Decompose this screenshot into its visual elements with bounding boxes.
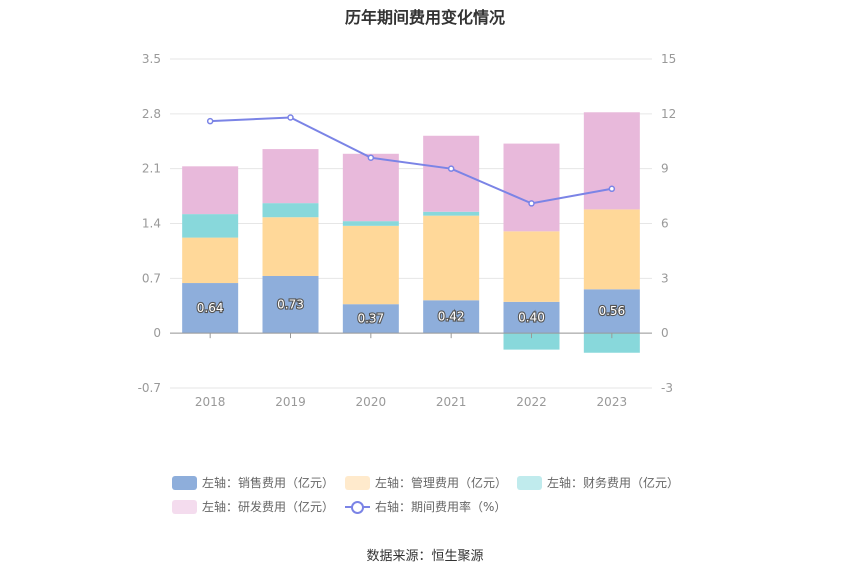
- bar-finance-2018: [182, 214, 239, 238]
- bar-sales-2020: [342, 304, 399, 334]
- right-tick-label: 0: [661, 326, 669, 340]
- x-tick-label: 2023: [597, 395, 628, 409]
- bar-admin-2023: [583, 209, 640, 290]
- right-tick-label: 3: [661, 271, 669, 285]
- rate-point-2019: [287, 114, 294, 121]
- data-label-sales: 0.73: [277, 298, 304, 312]
- left-tick-label: 1.4: [142, 217, 161, 231]
- data-label-sales: 0.56: [598, 304, 625, 318]
- right-tick-label: 6: [661, 217, 669, 231]
- bar-rnd-2020: [342, 153, 399, 222]
- x-tick-label: 2021: [436, 395, 467, 409]
- bar-admin-2019: [262, 217, 319, 276]
- bar-admin-2020: [342, 225, 399, 305]
- left-tick-label: -0.7: [138, 381, 161, 395]
- left-tick-label: 0: [153, 326, 161, 340]
- rate-point-2018: [206, 117, 214, 125]
- left-tick-label: 0.7: [142, 271, 161, 285]
- rate-point-2023: [608, 185, 616, 193]
- bar-admin-2022: [503, 231, 560, 302]
- x-tick-label: 2022: [516, 395, 547, 409]
- bar-rnd-2021: [423, 135, 480, 212]
- data-label-sales: 0.42: [438, 310, 465, 324]
- x-tick-label: 2020: [356, 395, 387, 409]
- bar-sales-2019: [262, 275, 319, 334]
- bar-finance-2019: [262, 203, 319, 218]
- bar-rnd-2023: [583, 112, 640, 210]
- bar-sales-2021: [423, 300, 480, 334]
- data-label-sales: 0.40: [518, 311, 545, 325]
- bar-admin-2021: [423, 215, 480, 301]
- bar-sales-2018: [182, 283, 239, 334]
- data-source: 数据来源：恒生聚源: [366, 549, 484, 564]
- left-tick-label: 2.1: [142, 162, 161, 176]
- data-label-sales: 0.64: [197, 301, 224, 315]
- bar-finance-2021: [423, 211, 480, 216]
- bar-sales-2022: [503, 301, 560, 334]
- rate-line: [210, 116, 613, 205]
- left-tick-label: 3.5: [142, 52, 161, 66]
- bar-admin-2018: [182, 237, 239, 284]
- bar-finance-2020: [342, 221, 399, 226]
- x-tick-label: 2019: [275, 395, 306, 409]
- bar-rnd-2019: [262, 149, 319, 204]
- bar-finance-2023: [583, 333, 640, 353]
- left-tick-label: 2.8: [142, 107, 161, 121]
- chart-title: 历年期间费用变化情况: [344, 8, 505, 27]
- right-tick-label: 15: [661, 52, 676, 66]
- rate-point-2020: [367, 154, 375, 161]
- bar-rnd-2018: [182, 166, 239, 215]
- right-tick-label: -3: [661, 381, 673, 395]
- data-label-sales: 0.37: [357, 312, 384, 326]
- rate-point-2021: [447, 165, 455, 172]
- bar-rnd-2022: [503, 143, 560, 232]
- bar-finance-2022: [503, 333, 560, 350]
- x-tick-label: 2018: [195, 395, 226, 409]
- bar-sales-2023: [583, 289, 640, 334]
- right-tick-label: 12: [661, 107, 676, 121]
- rate-point-2022: [528, 200, 535, 207]
- right-tick-label: 9: [661, 162, 669, 176]
